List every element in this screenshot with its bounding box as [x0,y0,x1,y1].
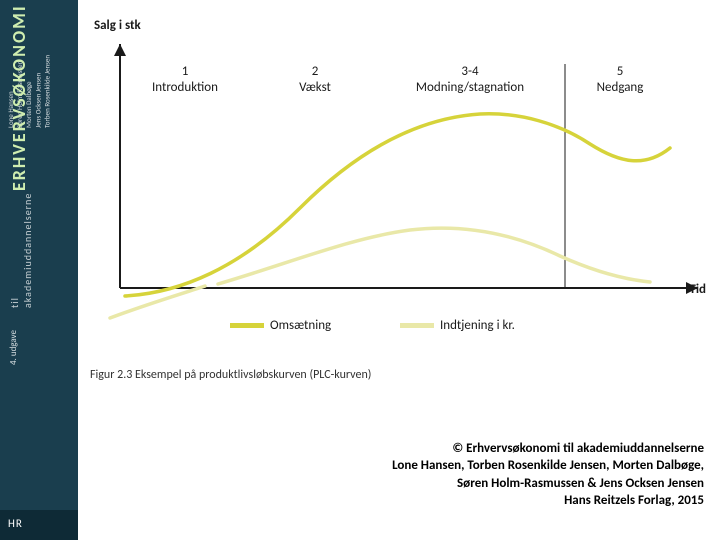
legend-label: Omsætning [270,318,331,333]
spine-title: til akademiuddannelserne ERHVERVSØKONOMI [8,8,34,308]
phase-number: 5 [560,64,680,80]
spine-subtitle: til akademiuddannelserne [8,193,34,308]
phase-name: Modning/stagnation [416,80,524,95]
spine-edition: 4. udgave [8,330,19,365]
phase-label: 3-4Modning/stagnation [410,64,530,95]
phase-label: 2Vækst [255,64,375,95]
copyright-line: Søren Holm-Rasmussen & Jens Ocksen Jense… [392,475,704,493]
phase-name: Introduktion [152,80,218,95]
slide: Lone Hansen Søren Holm-Rasmussen Morten … [0,0,720,540]
phase-name: Nedgang [597,80,644,95]
legend-item: Indtjening i kr. [400,318,515,333]
legend-item: Omsætning [230,318,331,333]
phase-number: 2 [255,64,375,80]
copyright-line: © Erhvervsøkonomi til akademiuddannelser… [392,440,704,458]
book-spine: Lone Hansen Søren Holm-Rasmussen Morten … [0,0,78,540]
figure-caption: Figur 2.3 Eksempel på produktlivsløbskur… [90,368,371,382]
copyright-line: Lone Hansen, Torben Rosenkilde Jensen, M… [392,457,704,475]
x-axis-label: Tid [689,282,706,297]
legend-swatch [230,323,264,328]
legend-label: Indtjening i kr. [440,318,515,333]
publisher-logo: HR [0,510,78,540]
phase-label: 1Introduktion [125,64,245,95]
copyright-line: Hans Reitzels Forlag, 2015 [392,492,704,510]
plc-chart: Salg i stk 1Introduktion2Vækst3-4Modning… [90,18,710,358]
legend-swatch [400,323,434,328]
copyright-block: © Erhvervsøkonomi til akademiuddannelser… [392,440,704,510]
phase-number: 1 [125,64,245,80]
phase-label: 5Nedgang [560,64,680,95]
spine-main-title: ERHVERVSØKONOMI [8,4,34,191]
phase-name: Vækst [299,80,331,95]
phase-number: 3-4 [410,64,530,80]
